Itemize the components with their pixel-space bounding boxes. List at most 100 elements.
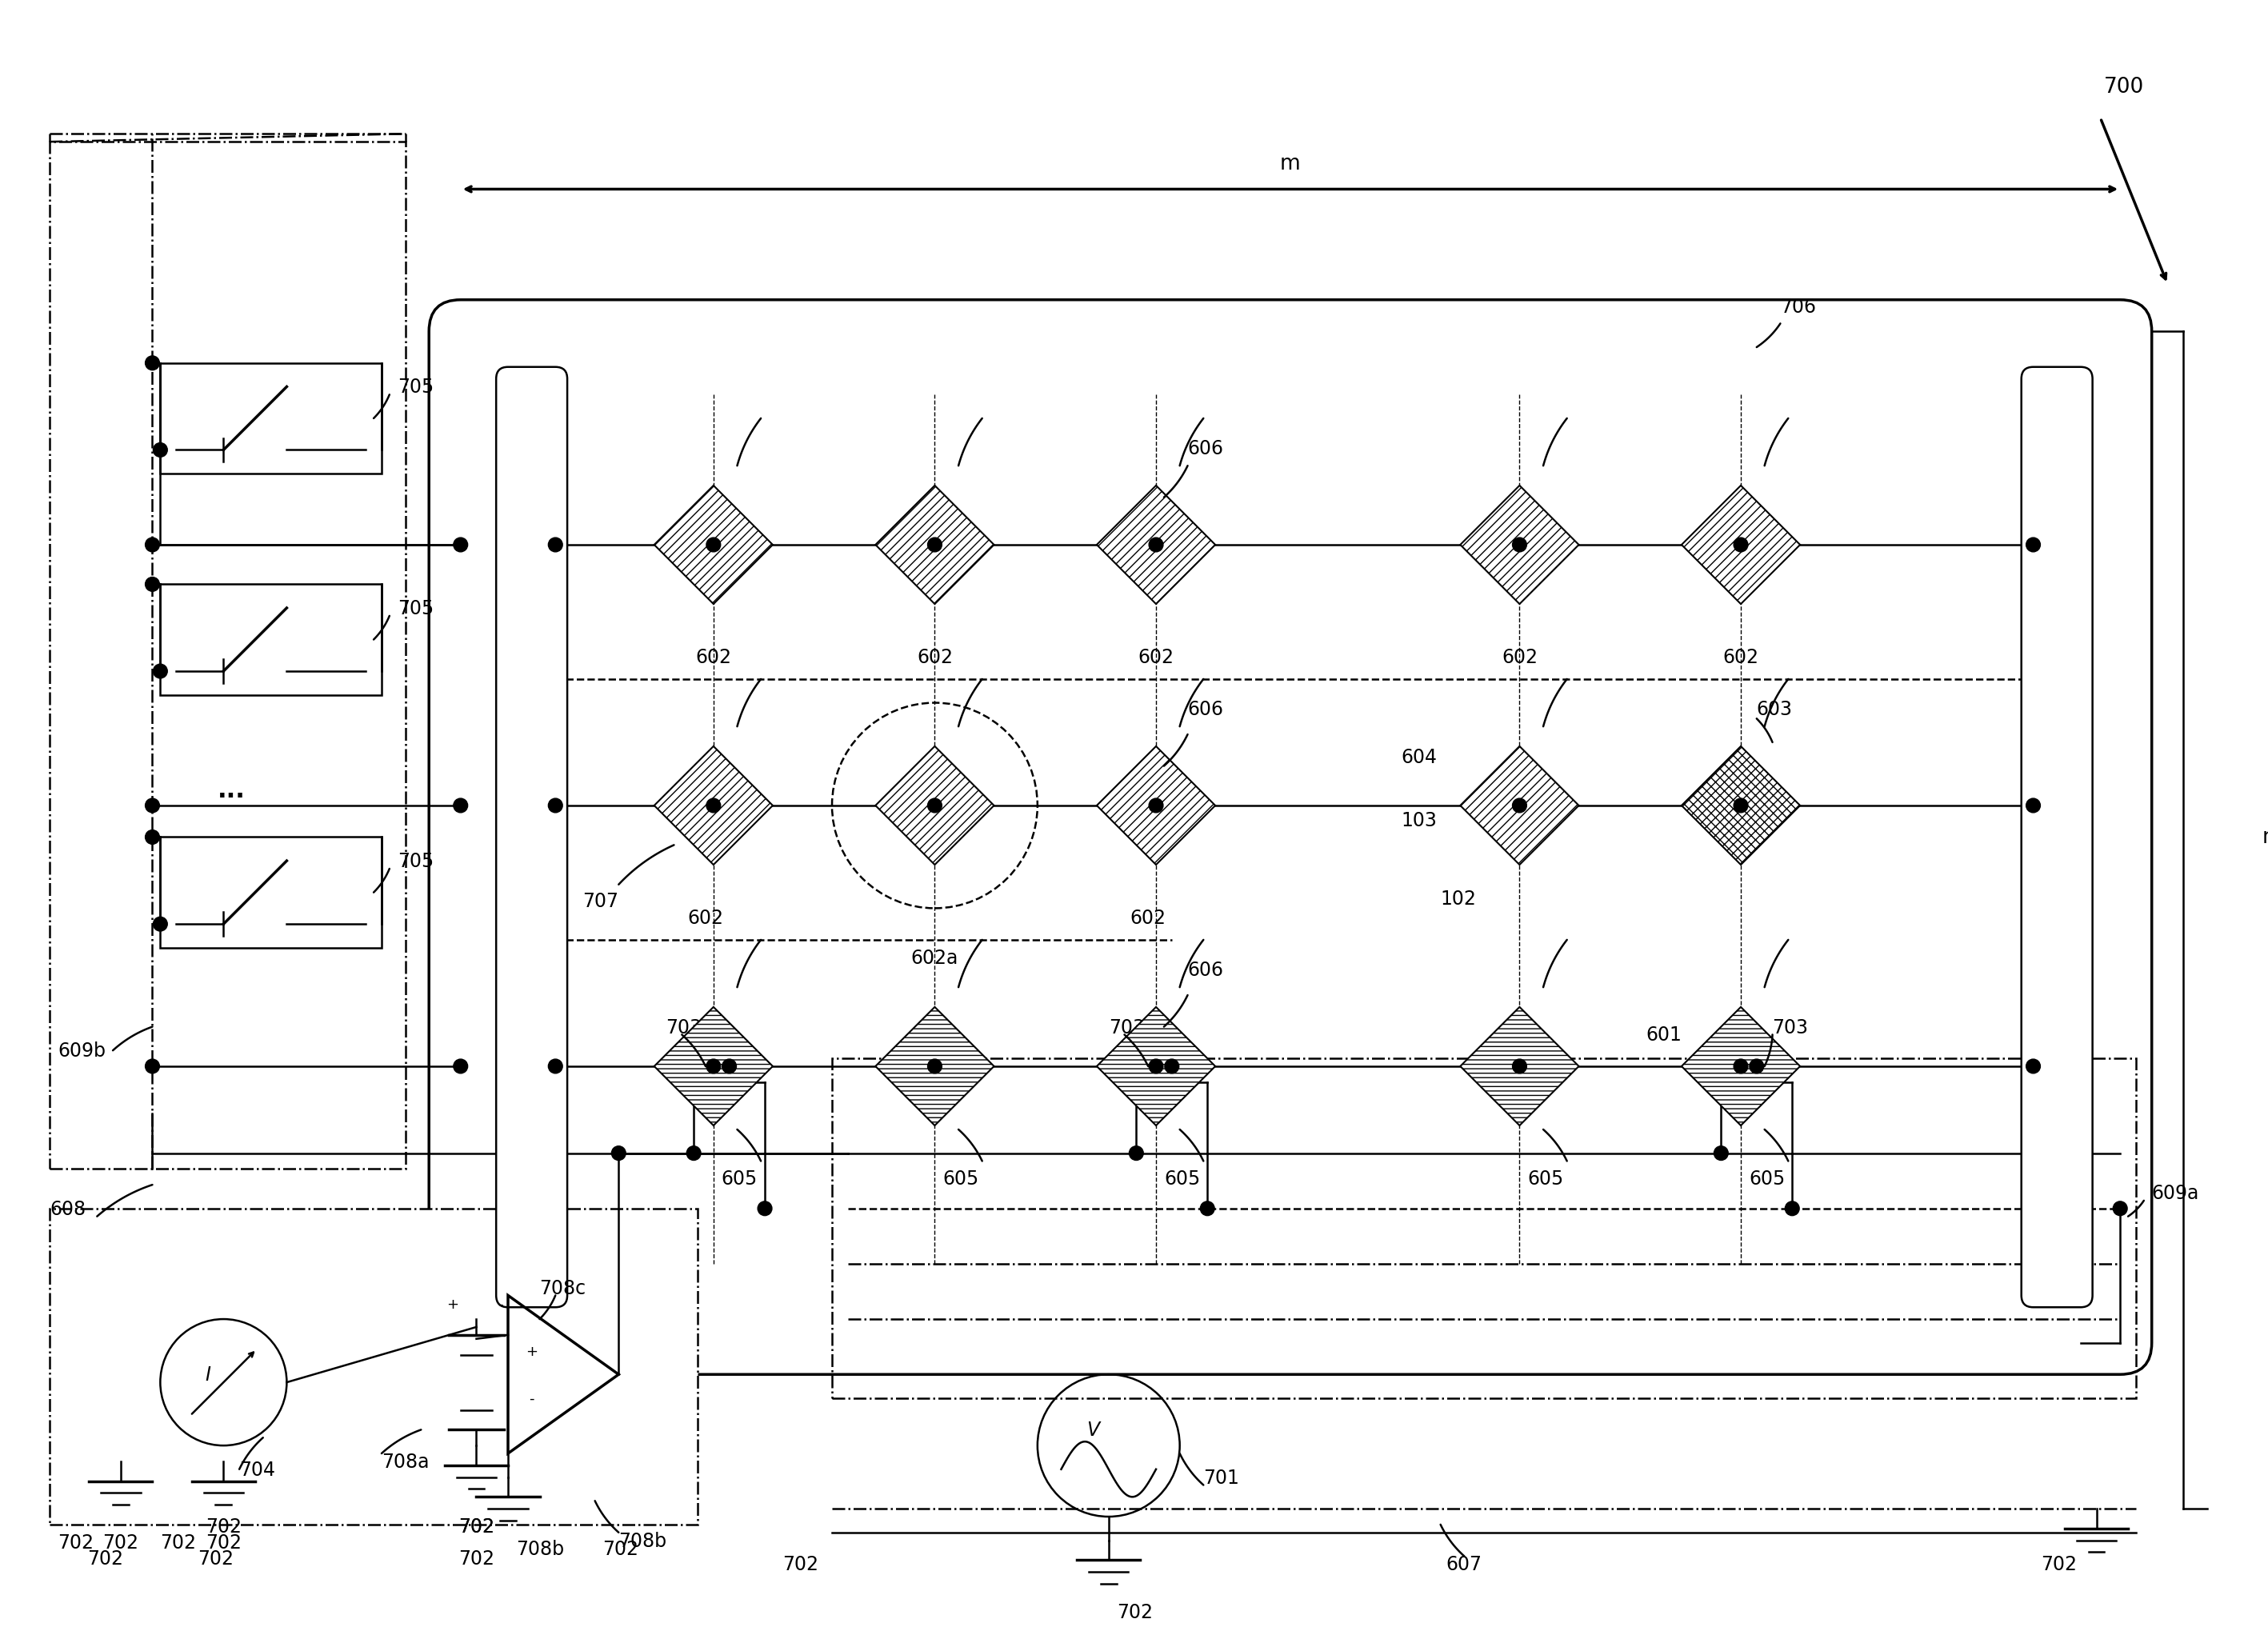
Polygon shape	[875, 747, 993, 864]
Text: 702: 702	[603, 1538, 640, 1558]
Circle shape	[1715, 1147, 1728, 1161]
Polygon shape	[1681, 1008, 1801, 1125]
Text: 702: 702	[782, 1554, 819, 1574]
Circle shape	[145, 799, 159, 812]
Text: 702: 702	[197, 1548, 234, 1567]
Circle shape	[1513, 1060, 1526, 1073]
Circle shape	[928, 1060, 941, 1073]
Text: 702: 702	[206, 1517, 240, 1536]
Text: m: m	[1279, 153, 1300, 175]
Text: 702: 702	[458, 1548, 494, 1567]
Text: 603: 603	[1758, 700, 1792, 719]
Polygon shape	[653, 747, 773, 864]
Circle shape	[1733, 799, 1749, 812]
Text: 604: 604	[1402, 747, 1438, 767]
Text: 605: 605	[943, 1169, 980, 1189]
Text: 602: 602	[1501, 648, 1538, 667]
Text: 708b: 708b	[619, 1532, 667, 1549]
Text: 702: 702	[86, 1548, 122, 1567]
Text: I: I	[204, 1365, 211, 1385]
Circle shape	[2025, 538, 2041, 553]
Text: 708c: 708c	[540, 1279, 585, 1297]
Text: 607: 607	[1447, 1554, 1483, 1574]
Circle shape	[2114, 1202, 2127, 1215]
FancyBboxPatch shape	[2021, 367, 2093, 1308]
Circle shape	[705, 538, 721, 553]
Text: 609b: 609b	[57, 1041, 107, 1060]
Text: 103: 103	[1402, 811, 1438, 830]
Text: 602: 602	[1724, 648, 1758, 667]
Text: 606: 606	[1188, 961, 1225, 980]
Text: 704: 704	[240, 1460, 274, 1479]
Circle shape	[758, 1202, 771, 1215]
Text: 705: 705	[397, 599, 433, 618]
Circle shape	[928, 538, 941, 553]
Circle shape	[1150, 799, 1163, 812]
Circle shape	[705, 1060, 721, 1073]
Text: 700: 700	[2105, 77, 2143, 98]
Bar	[161, 586, 381, 695]
Circle shape	[1150, 538, 1163, 553]
Circle shape	[549, 538, 562, 553]
Circle shape	[1150, 1060, 1163, 1073]
Circle shape	[154, 917, 168, 931]
Polygon shape	[1461, 486, 1579, 605]
Circle shape	[2025, 1060, 2041, 1073]
Text: 602a: 602a	[912, 948, 959, 967]
Polygon shape	[1461, 1008, 1579, 1125]
Text: 605: 605	[1749, 1169, 1785, 1189]
Text: ...: ...	[939, 1024, 962, 1045]
Text: 608: 608	[50, 1199, 86, 1218]
Text: 102: 102	[1440, 889, 1476, 908]
Text: 703: 703	[1771, 1018, 1808, 1037]
Circle shape	[1749, 1060, 1765, 1073]
Circle shape	[154, 664, 168, 678]
Text: 705: 705	[397, 378, 433, 396]
Circle shape	[1785, 1202, 1799, 1215]
Text: 602: 602	[916, 648, 953, 667]
Text: 702: 702	[161, 1533, 197, 1551]
Circle shape	[1733, 1060, 1749, 1073]
Text: 702: 702	[458, 1517, 494, 1536]
Text: 703: 703	[1109, 1018, 1145, 1037]
Text: ...: ...	[218, 778, 245, 802]
Circle shape	[454, 799, 467, 812]
Text: 708b: 708b	[515, 1538, 565, 1558]
Circle shape	[549, 1060, 562, 1073]
Circle shape	[928, 799, 941, 812]
Circle shape	[145, 357, 159, 370]
Circle shape	[1513, 799, 1526, 812]
Text: n: n	[2263, 827, 2268, 848]
Circle shape	[145, 830, 159, 845]
Circle shape	[705, 799, 721, 812]
Text: 602: 602	[687, 908, 723, 928]
Text: 702: 702	[57, 1533, 93, 1551]
Text: 606: 606	[1188, 439, 1225, 458]
Circle shape	[1513, 538, 1526, 553]
Bar	[832, 1059, 2136, 1398]
Text: 702: 702	[1116, 1602, 1152, 1621]
Text: 702: 702	[206, 1533, 240, 1551]
Bar	[50, 1209, 699, 1525]
Circle shape	[1200, 1202, 1213, 1215]
Circle shape	[721, 1060, 737, 1073]
Polygon shape	[653, 1008, 773, 1125]
Text: V: V	[1086, 1421, 1100, 1440]
Polygon shape	[875, 486, 993, 605]
Circle shape	[145, 1060, 159, 1073]
Polygon shape	[1098, 747, 1216, 864]
Circle shape	[1129, 1147, 1143, 1161]
Text: 602: 602	[1139, 648, 1175, 667]
Circle shape	[612, 1147, 626, 1161]
Text: +: +	[447, 1297, 458, 1311]
Text: 706: 706	[1780, 297, 1817, 316]
Circle shape	[2025, 799, 2041, 812]
Text: -: -	[497, 1297, 503, 1311]
Text: 703: 703	[667, 1018, 703, 1037]
Text: 606: 606	[1188, 700, 1225, 719]
Circle shape	[145, 538, 159, 553]
Polygon shape	[1681, 747, 1801, 864]
Text: 705: 705	[397, 851, 433, 871]
Text: 602: 602	[1129, 908, 1166, 928]
Polygon shape	[653, 486, 773, 605]
